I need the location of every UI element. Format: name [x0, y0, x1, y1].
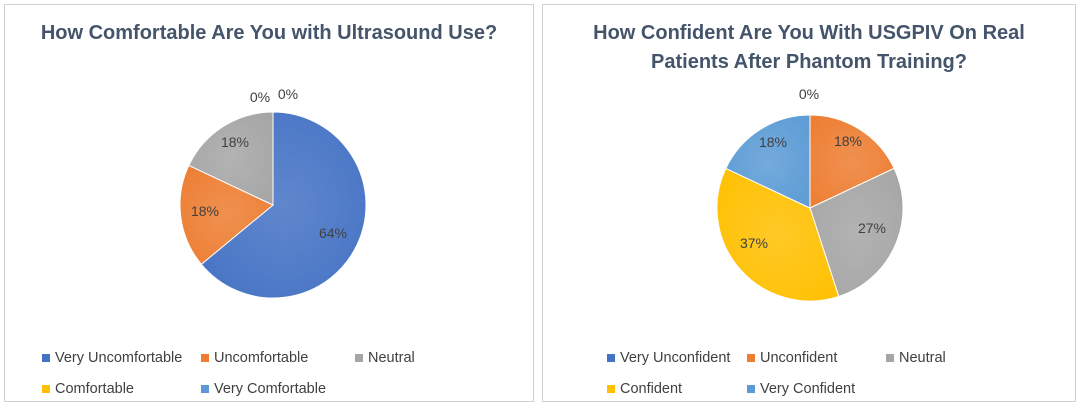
legend-item: Uncomfortable: [201, 350, 308, 366]
data-label: 64%: [319, 225, 347, 241]
data-label: 18%: [759, 134, 787, 150]
pie-slice-unconfident: [809, 114, 895, 209]
legend-label: Very Confident: [760, 381, 856, 397]
data-label: 0%: [278, 86, 298, 102]
legend-swatch: [886, 354, 894, 362]
legend-label: Neutral: [899, 350, 946, 366]
data-label: 0%: [799, 86, 819, 102]
pie-slice-confident: [716, 167, 840, 302]
legend-label: Unconfident: [760, 350, 838, 366]
pie-slice-uncomfortable: [179, 164, 274, 265]
legend-label: Uncomfortable: [214, 350, 309, 366]
legend-item: Very Uncomfortable: [42, 350, 182, 366]
pie-slice-neutral: [188, 111, 274, 206]
legend-label: Very Comfortable: [214, 381, 327, 397]
legend-swatch: [607, 354, 615, 362]
pie-chart-confidence: 0% 18% 27% 37% 18%: [716, 86, 904, 302]
legend-label: Comfortable: [55, 381, 134, 397]
data-label: 37%: [740, 235, 768, 251]
legend-swatch: [201, 385, 209, 393]
chart-panel-comfort: How Comfortable Are You with Ultrasound …: [4, 4, 534, 402]
data-label: 18%: [221, 134, 249, 150]
legend-item: Neutral: [355, 350, 415, 366]
data-label: 18%: [191, 203, 219, 219]
pie-slice-neutral: [809, 167, 904, 298]
legend-item: Very Confident: [747, 381, 855, 397]
chart-legend: Very Unconfident Unconfident Neutral Confid…: [543, 336, 1075, 406]
legend-swatch: [747, 385, 755, 393]
legend-swatch: [201, 354, 209, 362]
legend-item: Neutral: [886, 350, 946, 366]
legend-swatch: [747, 354, 755, 362]
pie-slice-very-confident: [725, 114, 811, 209]
data-label: 0%: [250, 89, 270, 105]
legend-swatch: [42, 385, 50, 393]
chart-panel-confidence: How Confident Are You With USGPIV On Rea…: [542, 4, 1076, 402]
legend-item: Very Unconfident: [607, 350, 730, 366]
legend-item: Very Comfortable: [201, 381, 326, 397]
legend-swatch: [355, 354, 363, 362]
legend-label: Confident: [620, 381, 683, 397]
chart-title: How Confident Are You With USGPIV On Rea…: [593, 22, 1025, 73]
chart-title: How Comfortable Are You with Ultrasound …: [40, 22, 498, 44]
pie-chart-comfort: 64% 18% 18% 0% 0%: [179, 86, 367, 299]
legend-label: Very Unconfident: [620, 350, 731, 366]
data-label: 18%: [834, 133, 862, 149]
legend-label: Neutral: [368, 350, 415, 366]
legend-item: Unconfident: [747, 350, 837, 366]
data-label: 27%: [858, 220, 886, 236]
pie-slice-very-uncomfortable: [200, 111, 367, 299]
legend-label: Very Uncomfortable: [55, 350, 183, 366]
chart-legend: Very Uncomfortable Uncomfortable Neutral Co…: [5, 336, 533, 406]
legend-swatch: [607, 385, 615, 393]
legend-item: Comfortable: [42, 381, 134, 397]
legend-swatch: [42, 354, 50, 362]
legend-item: Confident: [607, 381, 682, 397]
